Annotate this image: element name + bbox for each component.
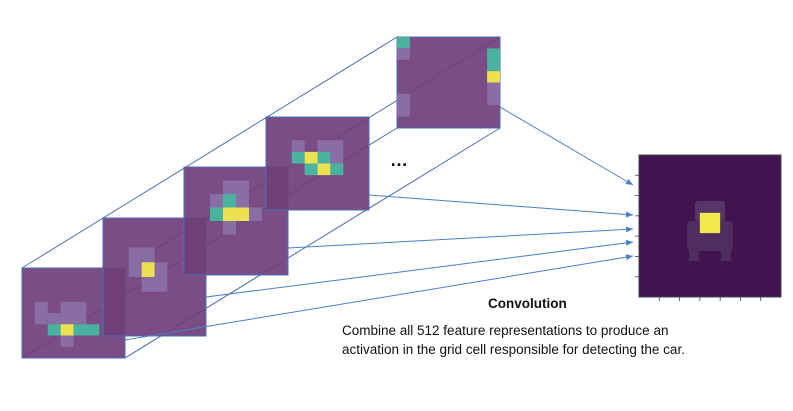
activation-cell (223, 207, 236, 221)
activation-cell (73, 301, 87, 313)
activation-cell (141, 262, 155, 277)
activation-cell (223, 221, 236, 235)
activation-cell (487, 48, 500, 60)
active-grid-cell (699, 212, 721, 234)
activation-cell (210, 207, 223, 221)
convolution-arrow (205, 239, 634, 298)
convolution-arrow (124, 254, 634, 341)
activation-cell (330, 140, 344, 152)
activation-cell (154, 277, 168, 292)
activation-cell (73, 324, 87, 336)
activation-cell (236, 194, 249, 208)
activation-cell (291, 151, 305, 164)
activation-cell (304, 163, 318, 176)
activation-cell (304, 151, 318, 164)
activation-cell (291, 140, 305, 152)
convolution-arrows (124, 106, 634, 341)
activation-cell (34, 301, 48, 313)
activation-cell (60, 313, 74, 325)
activation-cell (397, 48, 410, 60)
activation-cell (60, 301, 74, 313)
activation-cell (34, 313, 48, 325)
activation-cell (487, 93, 500, 106)
output-activation-map (635, 154, 782, 301)
activation-cell (236, 180, 249, 194)
activation-cell (236, 207, 249, 221)
feature-map-512 (396, 36, 501, 129)
convolution-caption: Combine all 512 feature representations … (342, 321, 782, 359)
convolution-arrow (368, 194, 634, 218)
activation-cell (317, 151, 331, 164)
activation-cell (487, 71, 500, 83)
activation-cell (317, 163, 331, 176)
feature-map-4 (265, 116, 370, 211)
activation-cell (397, 37, 410, 49)
activation-cell (60, 335, 74, 347)
activation-cell (317, 140, 331, 152)
activation-cell (154, 262, 168, 277)
activation-cell (330, 163, 344, 176)
activation-cell (128, 262, 142, 277)
caption-line-1: Combine all 512 feature representations … (342, 323, 669, 338)
activation-cell (47, 313, 61, 325)
activation-cell (397, 105, 410, 117)
activation-cell (86, 324, 100, 336)
activation-cell (249, 207, 262, 221)
caption-line-2: activation in the grid cell responsible … (342, 342, 685, 357)
feature-map-frame (396, 36, 501, 129)
activation-cell (73, 313, 87, 325)
convolution-arrow (499, 106, 634, 186)
activation-cell (47, 324, 61, 336)
activation-cell (223, 180, 236, 194)
activation-cell (330, 151, 344, 164)
feature-map-stack (21, 36, 501, 359)
activation-cell (141, 277, 155, 292)
activation-cell (60, 324, 74, 336)
activation-cell (128, 247, 142, 263)
more-maps-ellipsis: … (390, 150, 409, 170)
activation-cell (223, 194, 236, 208)
convolution-arrow (287, 226, 634, 249)
connector-line (21, 36, 398, 269)
activation-cell (141, 247, 155, 263)
convolution-title: Convolution (488, 296, 567, 311)
activation-cell (397, 93, 410, 106)
activation-cell (210, 194, 223, 208)
activation-cell (487, 82, 500, 94)
activation-cell (487, 59, 500, 72)
